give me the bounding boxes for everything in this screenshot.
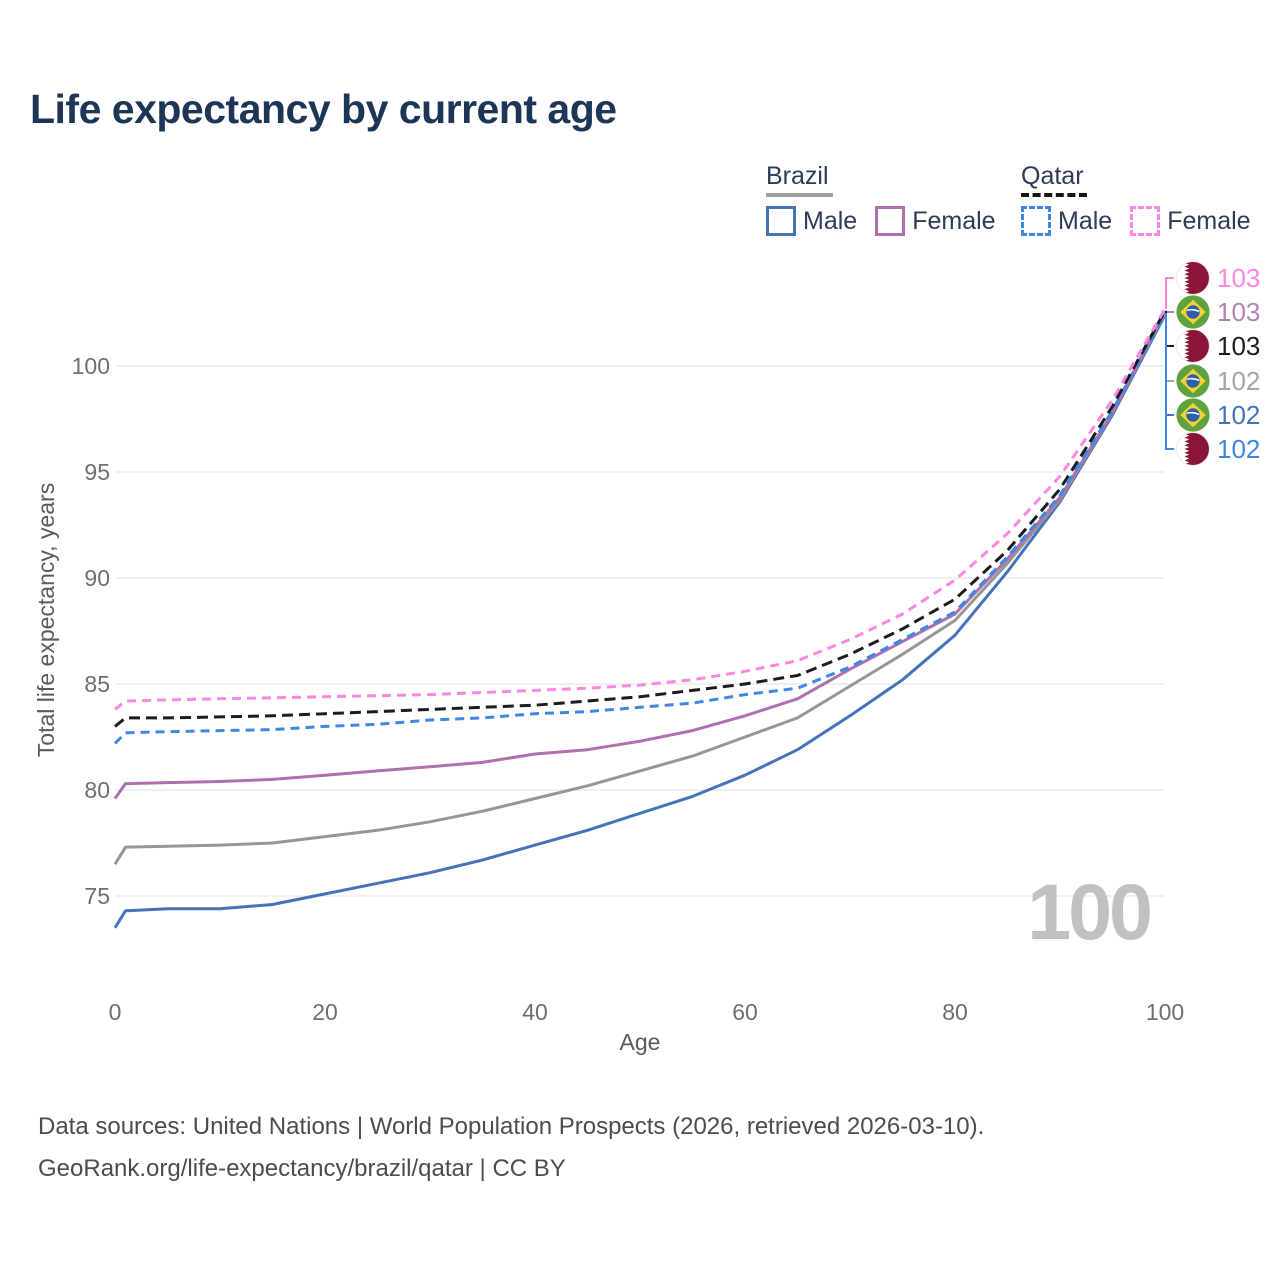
- legend-label-brazil-male: Male: [803, 206, 858, 235]
- footer: Data sources: United Nations | World Pop…: [38, 1106, 984, 1190]
- end-label-qatar-both-sexes: 103: [1176, 329, 1260, 363]
- y-tick-75: 75: [84, 883, 110, 909]
- x-tick-40: 40: [522, 999, 548, 1025]
- legend-item-qatar-female: Female: [1130, 206, 1251, 236]
- end-label-value: 102: [1217, 400, 1261, 430]
- leader-brazil-4: [1165, 315, 1174, 416]
- qatar-flag-icon: [1176, 329, 1210, 363]
- end-label-qatar-female: 103: [1176, 261, 1260, 295]
- end-label-qatar-male: 102: [1176, 432, 1260, 466]
- x-tick-20: 20: [312, 999, 338, 1025]
- x-tick-100: 100: [1146, 999, 1184, 1025]
- end-label-value: 102: [1217, 366, 1261, 396]
- qatar-female-swatch-icon: [1130, 206, 1161, 236]
- leader-qatar-5: [1165, 313, 1174, 450]
- qatar-flag-icon: [1176, 261, 1210, 295]
- page-title: Life expectancy by current age: [30, 86, 617, 132]
- line-qatar-female: [114, 308, 1167, 711]
- legend-group-qatar: Qatar Male Female: [1021, 162, 1269, 236]
- line-brazil-female: [113, 310, 1167, 800]
- legend-country-brazil: Brazil: [766, 162, 829, 190]
- legend-underline-brazil: [766, 193, 833, 197]
- legend-label-qatar-male: Male: [1058, 206, 1113, 235]
- x-tick-0: 0: [109, 999, 122, 1025]
- footer-data-sources: Data sources: United Nations | World Pop…: [38, 1113, 985, 1140]
- y-tick-95: 95: [84, 459, 110, 485]
- x-axis-title: Age: [620, 1029, 661, 1055]
- line-qatar-male: [113, 312, 1167, 745]
- y-tick-80: 80: [84, 777, 110, 803]
- end-label-value: 103: [1217, 331, 1261, 361]
- legend-label-brazil-female: Female: [912, 206, 996, 235]
- line-qatar-both-sexes: [114, 310, 1167, 728]
- legend-item-brazil-male: Male: [766, 206, 857, 236]
- series-lines: [113, 308, 1167, 929]
- legend-country-qatar: Qatar: [1021, 162, 1084, 190]
- axis-tick-labels: 75 80 85 90 95 100 0 20 40 60 80 100: [72, 353, 1185, 1025]
- end-label-brazil-both-sexes: 102: [1176, 364, 1260, 398]
- y-tick-85: 85: [84, 671, 110, 697]
- footer-attribution: GeoRank.org/life-expectancy/brazil/qatar…: [38, 1155, 566, 1182]
- brazil-female-swatch-icon: [875, 206, 906, 236]
- brazil-flag-icon: [1176, 398, 1210, 432]
- legend-item-brazil-female: Female: [875, 206, 996, 236]
- brazil-male-swatch-icon: [766, 206, 796, 236]
- y-tick-100: 100: [72, 353, 110, 379]
- end-label-value: 103: [1217, 263, 1261, 293]
- age-watermark: 100: [1027, 867, 1150, 956]
- x-tick-80: 80: [942, 999, 968, 1025]
- legend-group-brazil: Brazil Male Female: [766, 162, 1014, 236]
- leader-qatar-0: [1165, 277, 1174, 309]
- end-label-value: 103: [1217, 297, 1261, 327]
- line-brazil-both-sexes: [113, 312, 1167, 865]
- x-tick-60: 60: [732, 999, 758, 1025]
- end-label-brazil-male: 102: [1176, 398, 1260, 432]
- leader-qatar-2: [1165, 310, 1174, 347]
- legend-item-qatar-male: Male: [1021, 206, 1112, 236]
- leader-lines: [1165, 277, 1174, 450]
- brazil-flag-icon: [1176, 364, 1210, 398]
- qatar-flag-icon: [1176, 432, 1210, 466]
- legend-underline-qatar: [1021, 193, 1087, 197]
- leader-brazil-1: [1165, 310, 1174, 313]
- y-axis-title: Total life expectancy, years: [33, 483, 59, 757]
- y-tick-90: 90: [84, 565, 110, 591]
- line-brazil-male: [113, 314, 1167, 929]
- legend-label-qatar-female: Female: [1167, 206, 1251, 235]
- qatar-male-swatch-icon: [1021, 206, 1051, 236]
- end-label-value: 102: [1217, 434, 1261, 464]
- gridlines: [115, 365, 1165, 897]
- end-label-brazil-female: 103: [1176, 295, 1260, 329]
- brazil-flag-icon: [1176, 295, 1210, 329]
